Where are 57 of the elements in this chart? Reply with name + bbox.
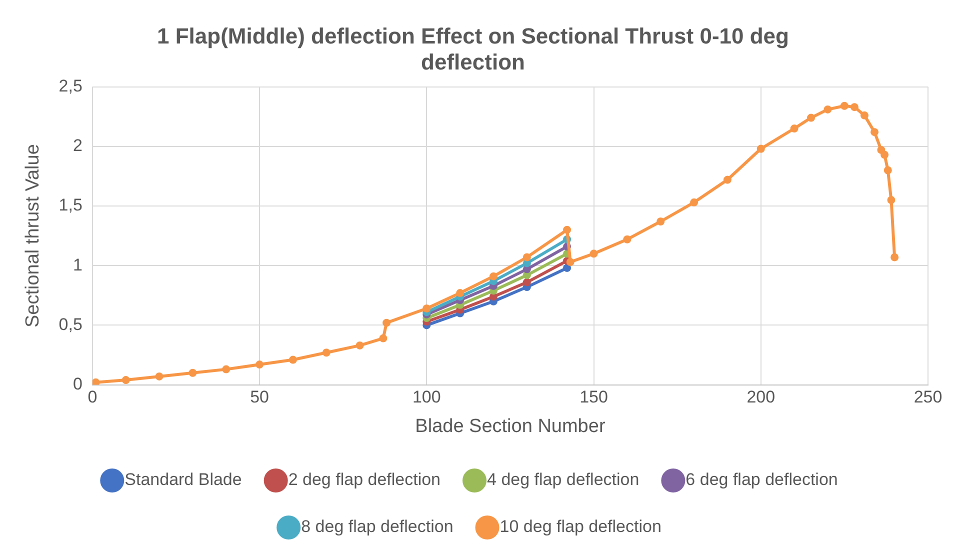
legend-label: 10 deg flap deflection	[500, 517, 662, 536]
x-tick-label: 50	[250, 388, 270, 407]
x-tick-label: 0	[88, 388, 98, 407]
point	[860, 111, 868, 120]
y-tick-label: 1	[72, 255, 82, 274]
point	[850, 103, 858, 112]
point	[490, 272, 498, 280]
point	[887, 196, 896, 204]
point	[690, 198, 698, 206]
point	[522, 278, 531, 286]
point	[222, 365, 230, 374]
point	[382, 318, 391, 327]
x-tick-label: 100	[412, 388, 441, 407]
point	[590, 250, 598, 258]
point	[456, 289, 464, 298]
point	[566, 258, 574, 266]
x-axis-title: Blade Section Number	[415, 416, 606, 437]
point	[122, 376, 130, 384]
point	[92, 378, 100, 385]
point	[807, 114, 816, 122]
point	[288, 356, 297, 364]
point	[890, 253, 899, 262]
point	[790, 124, 798, 133]
point	[723, 176, 732, 184]
point	[756, 144, 765, 153]
legend-label: Standard Blade	[124, 470, 242, 490]
point	[880, 150, 889, 159]
y-tick-label: 2	[72, 136, 82, 156]
y-tick-label: 1,5	[58, 196, 82, 215]
point	[563, 264, 572, 272]
point	[422, 304, 431, 313]
y-tick-label: 0,5	[58, 314, 82, 334]
point	[522, 253, 531, 262]
x-tick-label: 200	[746, 388, 776, 407]
legend-label: 8 deg flap deflection	[301, 517, 454, 536]
x-tick-label: 150	[580, 388, 608, 407]
legend-label: 4 deg flap deflection	[487, 470, 640, 490]
point	[656, 217, 665, 226]
y-tick-label: 0	[72, 374, 82, 394]
point	[870, 128, 879, 136]
point	[322, 348, 330, 357]
point	[623, 235, 632, 244]
legend-label: 2 deg flap deflection	[288, 470, 441, 490]
point	[379, 334, 388, 342]
legend-label: 6 deg flap deflection	[686, 470, 838, 490]
y-tick-label: 2,5	[58, 76, 82, 96]
point	[824, 105, 832, 114]
x-tick-label: 250	[914, 388, 942, 407]
y-axis-title: Sectional thrust Value	[22, 144, 44, 328]
point	[188, 368, 197, 377]
chart-title: 1 Flap(Middle) deflection Effect on Sectional Thrust 0-10 deg deflection	[157, 23, 789, 75]
point	[563, 226, 572, 234]
point	[884, 166, 892, 174]
point	[256, 360, 264, 369]
point	[155, 372, 164, 380]
point	[840, 102, 848, 110]
point	[356, 341, 364, 350]
